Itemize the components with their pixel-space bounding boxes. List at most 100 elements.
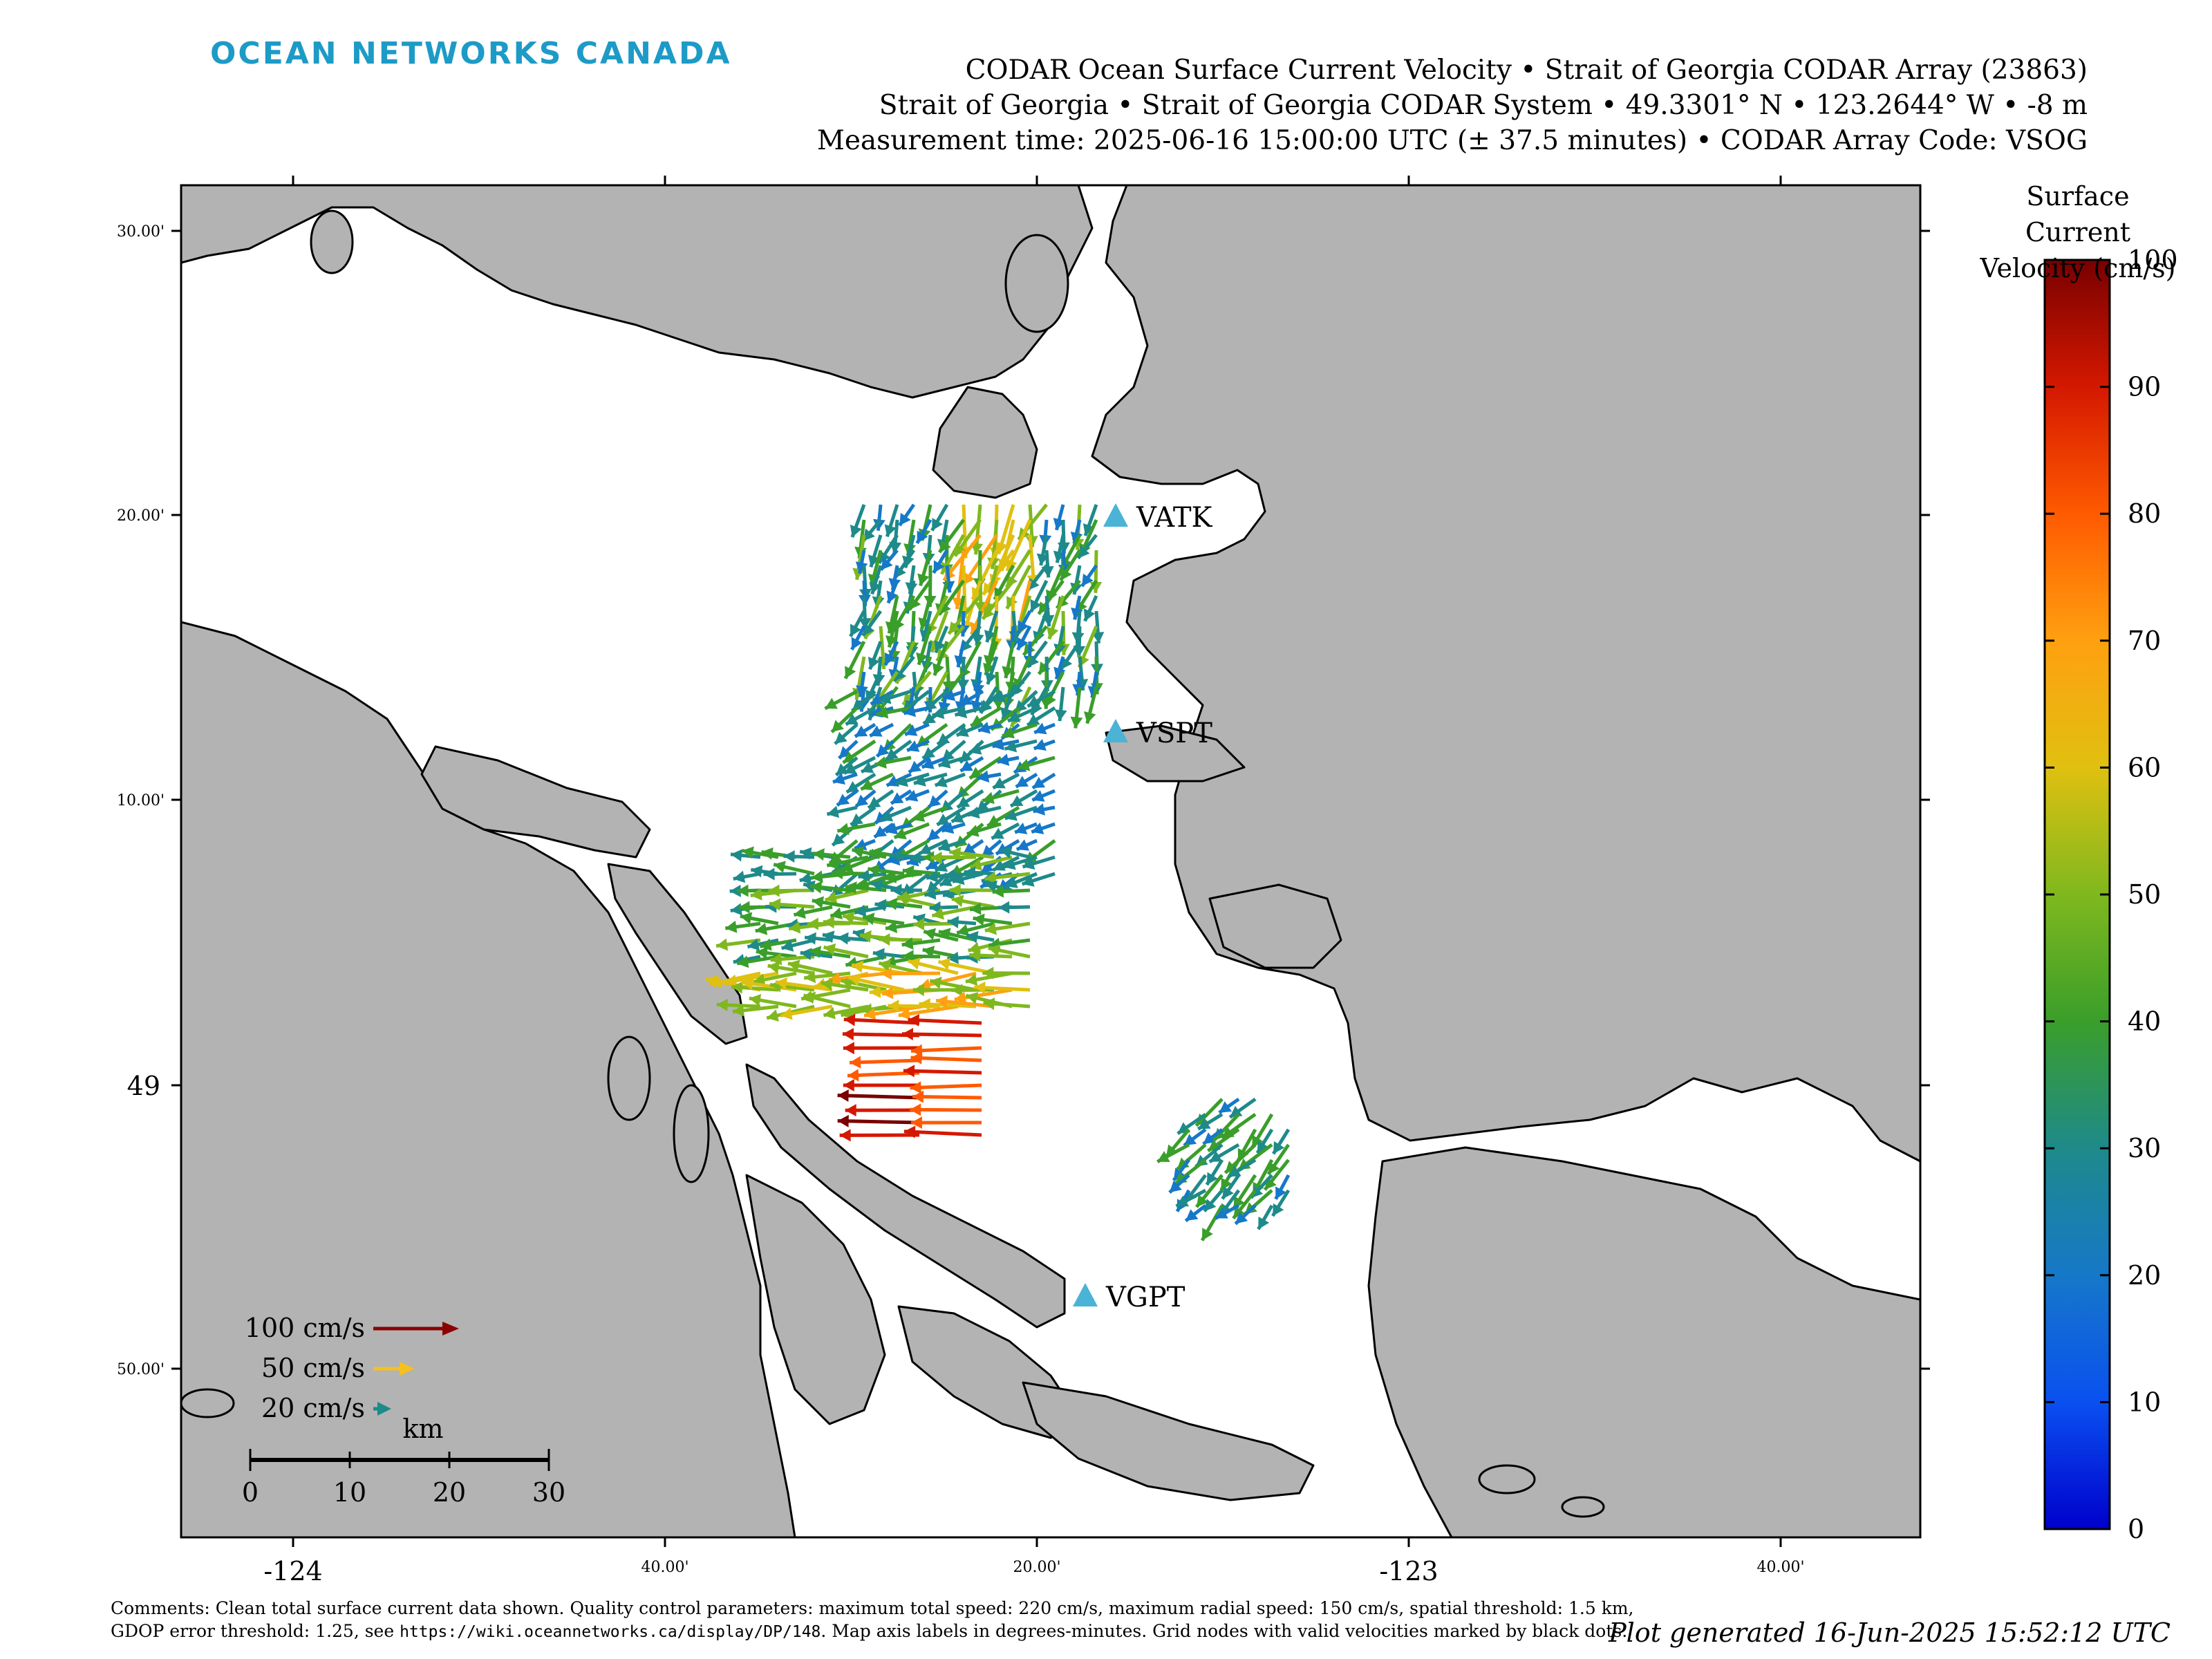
- current-vector-arrow: [949, 847, 995, 860]
- current-vector-arrow: [1002, 722, 1038, 739]
- land-north-shore: [181, 185, 1094, 399]
- current-vector-arrow: [832, 772, 858, 785]
- current-vector-arrow: [1033, 739, 1056, 751]
- current-vector-arrow: [964, 866, 995, 879]
- land-vancouver-island: [181, 621, 796, 1537]
- current-vector-arrow: [910, 1051, 982, 1065]
- current-vector-arrow: [884, 871, 923, 883]
- current-vector-arrow: [768, 884, 815, 897]
- legend-arrow-head-icon: [377, 1402, 391, 1416]
- current-vector-arrow: [825, 888, 869, 904]
- current-vector-arrow: [826, 805, 858, 818]
- lat-tick-label: 49: [127, 1071, 160, 1101]
- current-vector-arrow: [823, 943, 869, 959]
- colorbar-title-line-1: Surface Current: [2025, 181, 2131, 247]
- current-vector-arrow: [969, 579, 999, 635]
- land-gabriola-island: [607, 863, 748, 1045]
- current-vector-arrow: [884, 504, 899, 538]
- current-vector-arrow: [980, 839, 1002, 859]
- current-vector-arrow: [910, 1103, 982, 1116]
- current-vector-arrow: [951, 984, 995, 997]
- current-vector-arrow: [1031, 789, 1056, 802]
- current-vector-arrow: [1044, 671, 1065, 708]
- current-vector-arrow: [1033, 803, 1056, 816]
- current-vector-arrow: [741, 977, 797, 992]
- current-vector-arrow: [875, 740, 894, 758]
- current-vector-arrow: [749, 994, 797, 1009]
- current-vector-arrow: [1017, 756, 1056, 771]
- current-vector-arrow: [769, 898, 815, 911]
- current-vector-arrow: [905, 789, 930, 802]
- scale-tick-label: 0: [242, 1477, 259, 1508]
- current-vector-arrow: [839, 1129, 920, 1142]
- current-vector-arrow: [910, 1116, 982, 1130]
- current-vector-arrow: [1021, 872, 1056, 887]
- current-vector-arrow: [854, 838, 876, 851]
- current-vector-arrow: [793, 905, 833, 919]
- current-vector-arrow: [845, 706, 877, 727]
- current-vector-arrow: [912, 917, 959, 930]
- current-vector-arrow: [1232, 1189, 1257, 1220]
- current-vector-arrow: [803, 991, 851, 1009]
- current-vector-arrow: [872, 948, 905, 961]
- current-vector-arrow: [1203, 1189, 1224, 1212]
- current-vector-arrow: [740, 912, 779, 926]
- current-vector-arrow: [992, 772, 1020, 790]
- current-vector-arrow: [985, 656, 999, 685]
- current-vector-arrow: [724, 920, 761, 933]
- current-vector-arrow: [885, 822, 912, 835]
- current-vector-arrow: [913, 772, 948, 787]
- current-vector-arrow: [1031, 822, 1056, 834]
- current-vector-arrow: [1202, 1128, 1224, 1146]
- lon-tick-label: 40.00': [641, 1559, 688, 1576]
- legend-label: 50 cm/s: [261, 1353, 365, 1383]
- current-vector-arrow: [787, 959, 833, 975]
- current-vector-arrow: [929, 977, 977, 992]
- current-vector-arrow: [969, 949, 1013, 962]
- current-vector-arrow: [904, 722, 930, 736]
- current-vector-arrow: [830, 706, 859, 733]
- current-vector-arrow: [763, 868, 797, 881]
- current-vector-arrow: [903, 1065, 982, 1078]
- current-vector-arrow: [861, 610, 883, 637]
- land-salt-spring-island: [745, 1174, 886, 1425]
- current-vector-arrow: [1059, 549, 1082, 582]
- land-small-island: [181, 1388, 235, 1418]
- current-vector-arrow: [732, 1004, 779, 1017]
- comments-part-1: Comments: Clean total surface current da…: [111, 1598, 1634, 1641]
- comments-link[interactable]: https://wiki.oceannetworks.ca/display/DP…: [400, 1623, 821, 1641]
- current-vector-arrow: [959, 689, 984, 706]
- current-vector-arrow: [877, 534, 899, 565]
- current-vector-arrow: [918, 838, 948, 856]
- current-vector-arrow: [910, 1081, 982, 1094]
- current-vector-arrow: [1194, 1174, 1224, 1208]
- current-vector-arrow: [1176, 1143, 1207, 1171]
- current-vector-arrow: [890, 789, 912, 805]
- station-VATK: VATK: [1103, 502, 1213, 534]
- current-vector-arrow: [967, 805, 1002, 819]
- current-vector-arrow: [956, 921, 995, 937]
- station-marker-icon: [1103, 503, 1128, 527]
- current-vector-arrow: [812, 896, 851, 909]
- land-delta: [1208, 883, 1342, 969]
- land-small-island: [310, 209, 354, 274]
- map-frame: [180, 184, 1922, 1539]
- current-vector-arrow: [1005, 518, 1032, 572]
- current-vector-arrow: [931, 905, 977, 920]
- land-galiano-island: [745, 1063, 1066, 1329]
- scale-tick-label: 30: [532, 1477, 565, 1508]
- current-vector-arrow: [852, 845, 887, 859]
- current-vector-arrow: [897, 893, 941, 909]
- current-vector-arrow: [1015, 838, 1038, 852]
- land-small-island: [1478, 1464, 1536, 1494]
- current-vector-arrow: [847, 1069, 920, 1082]
- station-marker-icon: [1103, 719, 1128, 742]
- current-vector-arrow: [1029, 579, 1049, 613]
- land-point-grey: [1105, 724, 1246, 782]
- current-vector-arrow: [1175, 1188, 1207, 1208]
- colorbar-tick-label: 20: [2128, 1260, 2161, 1291]
- current-vector-arrow: [879, 549, 899, 572]
- current-vector-arrow: [892, 655, 915, 682]
- lon-tick-label: 20.00': [1013, 1559, 1060, 1576]
